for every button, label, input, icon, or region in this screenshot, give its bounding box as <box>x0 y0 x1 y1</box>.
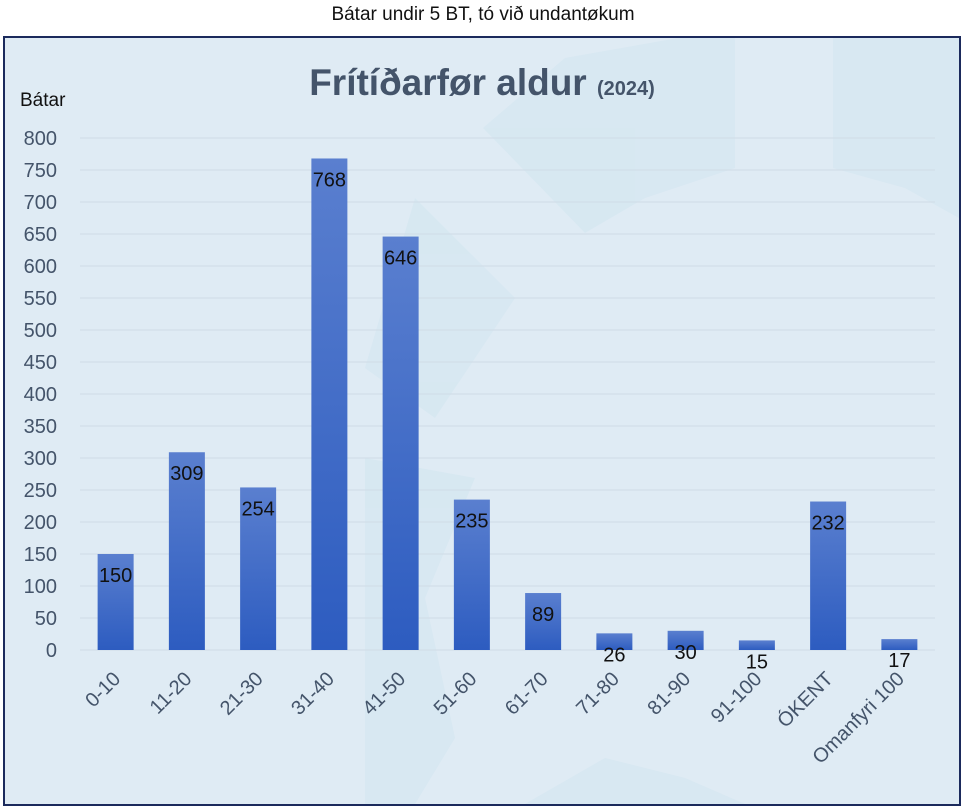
data-label: 15 <box>746 651 768 673</box>
data-label: 235 <box>455 511 488 533</box>
y-tick-label: 550 <box>24 288 57 310</box>
bar <box>453 499 490 650</box>
page-caption: Bátar undir 5 BT, tó við undantøkum <box>331 4 635 25</box>
bar <box>240 487 277 650</box>
bar <box>382 236 419 650</box>
bar <box>596 633 633 650</box>
x-tick-label: 81-90 <box>643 668 695 720</box>
y-tick-label: 600 <box>24 256 57 278</box>
bar <box>311 158 348 650</box>
bar-chart: 0 50 100 150 200 250 300 350 400 450 500 550 600 650 7… <box>24 38 959 804</box>
y-tick-label: 800 <box>24 128 57 150</box>
y-tick-label: 150 <box>24 544 57 566</box>
y-tick-label: 450 <box>24 352 57 374</box>
x-tick-label: 71-80 <box>572 668 624 720</box>
data-label: 232 <box>811 513 844 535</box>
data-label: 17 <box>888 650 910 672</box>
bars <box>97 158 918 650</box>
data-label: 254 <box>241 498 274 520</box>
y-tick-label: 700 <box>24 192 57 214</box>
y-tick-label: 650 <box>24 224 57 246</box>
y-tick-label: 200 <box>24 512 57 534</box>
bar <box>525 593 562 650</box>
y-tick-label: 400 <box>24 384 57 406</box>
y-tick-label: 250 <box>24 480 57 502</box>
bar <box>168 452 205 650</box>
chart-frame: 0 50 100 150 200 250 300 350 400 450 500 550 600 650 7… <box>3 36 961 806</box>
bar <box>738 640 775 650</box>
chart-title-year: (2024) <box>597 78 655 100</box>
data-label: 646 <box>384 248 417 270</box>
x-axis-ticks: 0-10 11-20 21-30 31-40 41-50 51-60 61-70 71-80 8… <box>81 667 909 768</box>
y-tick-label: 500 <box>24 320 57 342</box>
data-labels: 150 309 254 768 646 235 89 26 30 15 232 17 <box>99 169 911 673</box>
data-label: 150 <box>99 565 132 587</box>
y-axis-label: Bátar <box>20 90 66 111</box>
x-tick-label: 21-30 <box>216 668 268 720</box>
bar <box>667 630 704 650</box>
chart-title: Frítíðarfør aldur (2024) <box>5 62 959 104</box>
y-tick-label: 0 <box>46 640 57 662</box>
bar <box>881 639 918 650</box>
y-axis-ticks: 0 50 100 150 200 250 300 350 400 450 500 550 600 650 7… <box>24 128 57 662</box>
y-tick-label: 50 <box>35 608 57 630</box>
gridlines <box>80 137 935 651</box>
x-tick-label: 61-70 <box>501 668 553 720</box>
data-label: 26 <box>603 644 625 666</box>
y-tick-label: 750 <box>24 160 57 182</box>
x-tick-label: 31-40 <box>287 668 339 720</box>
chart-title-main: Frítíðarfør aldur <box>309 62 587 103</box>
data-label: 89 <box>532 604 554 626</box>
bar <box>810 501 847 650</box>
y-tick-label: 350 <box>24 416 57 438</box>
x-tick-label: 91-100 <box>707 668 767 728</box>
data-label: 309 <box>170 463 203 485</box>
x-tick-label: 11-20 <box>146 668 197 719</box>
data-label: 768 <box>313 169 346 191</box>
bar <box>97 554 134 650</box>
y-tick-label: 300 <box>24 448 57 470</box>
data-label: 30 <box>675 642 697 664</box>
x-tick-label: ÓKENT <box>773 667 838 732</box>
y-tick-label: 100 <box>24 576 57 598</box>
x-tick-label: 0-10 <box>81 668 125 712</box>
